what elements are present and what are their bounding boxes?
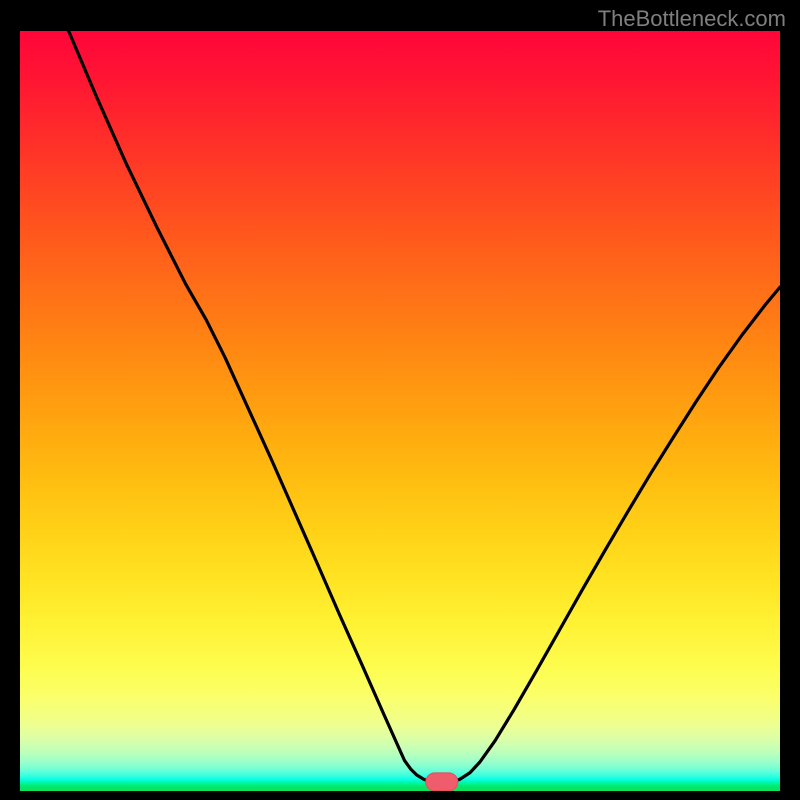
watermark-text: TheBottleneck.com (598, 6, 786, 32)
chart-container: TheBottleneck.com (0, 0, 800, 800)
chart-svg (20, 31, 780, 791)
optimal-marker (426, 773, 458, 791)
gradient-background (20, 31, 780, 791)
plot-area (20, 31, 780, 791)
